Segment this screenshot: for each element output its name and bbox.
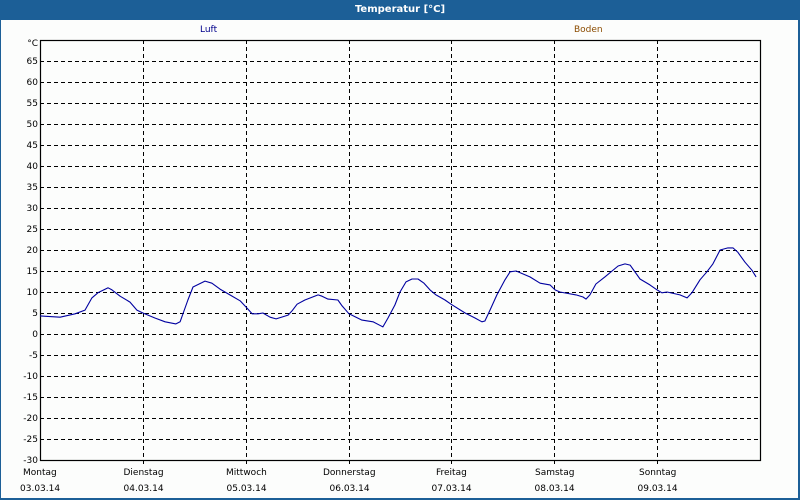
y-tick-label: -25 bbox=[23, 434, 38, 445]
y-tick-label: 0 bbox=[32, 329, 38, 340]
legend-item-boden: Boden bbox=[574, 25, 603, 35]
y-tick-label: 55 bbox=[26, 98, 38, 109]
x-tick-date: 09.03.14 bbox=[637, 484, 678, 494]
y-tick-label: 20 bbox=[26, 245, 38, 256]
x-tick-day: Donnerstag bbox=[323, 468, 376, 478]
y-tick-label: 30 bbox=[26, 203, 38, 214]
y-tick-label: 40 bbox=[26, 161, 38, 172]
x-tick-day: Freitag bbox=[436, 468, 467, 478]
x-tick-date: 08.03.14 bbox=[534, 484, 575, 494]
y-tick-label: -15 bbox=[23, 392, 38, 403]
x-tick-date: 04.03.14 bbox=[123, 484, 164, 494]
y-tick-label: 5 bbox=[32, 308, 38, 319]
chart-title: Temperatur [°C] bbox=[354, 4, 446, 15]
y-tick-label: -10 bbox=[23, 371, 38, 382]
x-tick-day: Dienstag bbox=[123, 468, 164, 478]
y-tick-label: 45 bbox=[26, 140, 38, 151]
y-tick-label: 10 bbox=[26, 287, 38, 298]
y-axis-unit-label: °C bbox=[27, 39, 38, 49]
x-tick-date: 05.03.14 bbox=[226, 484, 267, 494]
x-tick-day: Montag bbox=[23, 468, 57, 478]
x-tick-day: Samstag bbox=[535, 468, 575, 478]
y-tick-label: -5 bbox=[29, 350, 38, 361]
series-line-luft bbox=[39, 247, 757, 328]
y-tick-label: -20 bbox=[23, 413, 38, 424]
y-tick-label: 65 bbox=[26, 56, 38, 67]
x-tick-day: Mittwoch bbox=[226, 468, 267, 478]
y-tick-label: 35 bbox=[26, 182, 38, 193]
y-tick-label: -30 bbox=[23, 455, 38, 466]
x-tick-day: Sonntag bbox=[639, 468, 677, 478]
y-tick-label: 25 bbox=[26, 224, 38, 235]
plot-border bbox=[39, 39, 762, 462]
y-tick-label: 15 bbox=[26, 266, 38, 277]
y-tick-label: 50 bbox=[26, 119, 38, 130]
x-tick-date: 07.03.14 bbox=[431, 484, 472, 494]
x-tick-date: 06.03.14 bbox=[329, 484, 370, 494]
y-tick-label: 60 bbox=[26, 77, 38, 88]
x-tick-date: 03.03.14 bbox=[20, 484, 61, 494]
legend-item-luft: Luft bbox=[200, 25, 218, 35]
